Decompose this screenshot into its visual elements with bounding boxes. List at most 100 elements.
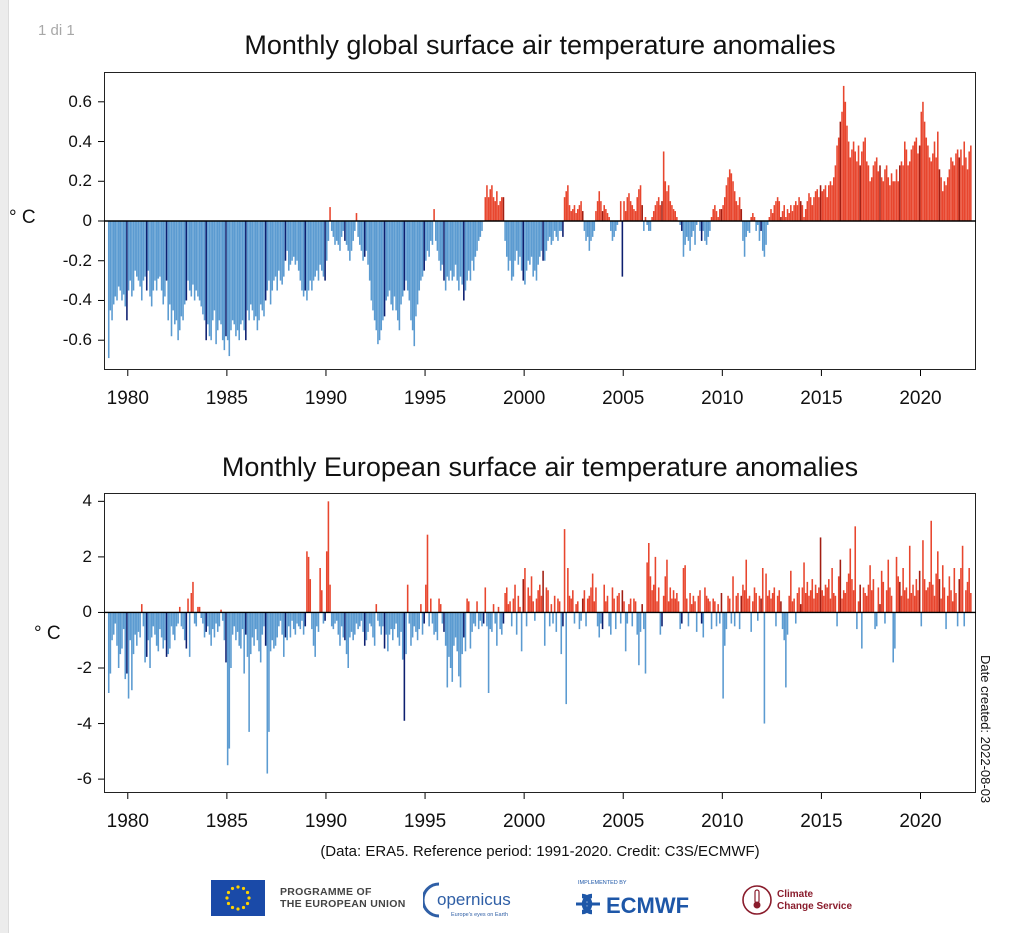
anomaly-bar-2008-09	[695, 221, 698, 225]
anomaly-bar-2010-04	[727, 177, 729, 221]
anomaly-bar-2015-08	[832, 177, 835, 221]
anomaly-bar-1994-02	[406, 584, 409, 613]
anomaly-bar-2003-01	[583, 590, 586, 613]
anomaly-bar-2001-03	[547, 590, 549, 613]
thermometer-icon	[742, 885, 772, 915]
anomaly-bar-2015-12	[839, 559, 842, 613]
anomaly-bar-2016-03	[844, 593, 847, 613]
anomaly-bar-1987-05	[273, 612, 275, 649]
anomaly-bar-2009-12	[720, 593, 723, 613]
x-tick-label: 1985	[205, 811, 248, 832]
anomaly-bar-2006-03	[646, 562, 648, 613]
anomaly-bar-2015-03	[824, 584, 827, 613]
anomaly-bar-1979-10	[122, 612, 125, 630]
anomaly-bar-1986-07	[256, 221, 259, 331]
anomaly-bar-2010-10	[737, 205, 739, 221]
anomaly-bar-1985-05	[233, 612, 236, 627]
anomaly-bar-1985-10	[241, 612, 244, 630]
anomaly-bar-2004-02	[605, 601, 607, 613]
anomaly-bar-2006-05	[649, 221, 652, 231]
anomaly-bar-1996-04	[449, 612, 452, 668]
anomaly-bar-1979-03	[111, 221, 113, 321]
anomaly-bar-2008-09	[695, 612, 698, 632]
anomaly-bar-1988-12	[304, 612, 307, 627]
anomaly-bar-2000-02	[525, 221, 528, 271]
anomaly-bar-2007-02	[664, 181, 667, 221]
anomaly-bar-2003-03	[586, 598, 589, 613]
anomaly-bar-1983-06	[195, 612, 198, 627]
anomaly-bar-1980-10	[142, 221, 145, 281]
anomaly-bar-2008-05	[689, 593, 691, 613]
anomaly-bar-1991-01	[345, 221, 348, 245]
anomaly-bar-2017-12	[879, 165, 881, 221]
anomaly-bar-1982-03	[170, 221, 173, 337]
anomaly-bar-1998-03	[487, 612, 490, 693]
anomaly-bar-1979-05	[114, 221, 117, 297]
anomaly-bar-1985-09	[240, 221, 242, 325]
anomaly-bar-2016-09	[854, 151, 857, 221]
anomaly-bar-1996-02	[446, 221, 449, 277]
anomaly-bar-1990-07	[335, 221, 338, 241]
anomaly-bar-1991-09	[358, 221, 361, 245]
anomaly-bar-2018-06	[889, 587, 891, 613]
anomaly-bar-1996-12	[463, 221, 465, 301]
anomaly-bar-1990-10	[340, 612, 343, 627]
anomaly-bar-2015-07	[831, 185, 833, 221]
anomaly-bar-1998-10	[499, 201, 501, 221]
anomaly-bar-1980-08	[139, 612, 141, 638]
anomaly-bar-2012-03	[765, 573, 767, 613]
anomaly-bar-2010-09	[735, 201, 738, 221]
anomaly-bar-2002-05	[570, 598, 572, 613]
eu-star	[245, 890, 250, 895]
anomaly-bar-2007-04	[667, 185, 670, 221]
anomaly-bar-2014-07	[811, 579, 814, 613]
anomaly-bar-2007-07	[672, 209, 675, 221]
anomaly-bar-2011-05	[748, 221, 751, 233]
anomaly-bar-1995-12	[443, 221, 445, 281]
anomaly-bar-2002-07	[573, 205, 576, 221]
anomaly-bar-1984-01	[207, 612, 209, 627]
anomaly-bar-1996-07	[454, 612, 457, 638]
anomaly-bar-2000-07	[534, 221, 536, 271]
anomaly-bar-2014-11	[818, 197, 820, 221]
anomaly-bar-2021-10	[955, 593, 957, 613]
anomaly-bar-2022-05	[966, 581, 969, 613]
anomaly-bar-1989-04	[311, 221, 313, 291]
anomaly-bar-1992-07	[375, 221, 378, 331]
anomaly-bar-1987-07	[276, 221, 278, 291]
anomaly-bar-2006-08	[654, 205, 657, 221]
anomaly-bar-2010-07	[732, 576, 734, 613]
anomaly-bar-2012-01	[761, 221, 764, 251]
anomaly-bar-1984-01	[207, 221, 209, 325]
anomaly-bar-2007-05	[669, 201, 672, 221]
eu-programme-line2: THE EUROPEAN UNION	[280, 898, 406, 910]
anomaly-bar-2013-07	[791, 601, 794, 613]
anomaly-bar-1979-11	[124, 221, 127, 307]
ecmwf-implemented-by: IMPLEMENTED BY	[578, 880, 627, 886]
anomaly-bar-1980-12	[145, 612, 148, 657]
anomaly-bar-2019-07	[910, 593, 913, 613]
anomaly-bar-2022-02	[961, 545, 964, 613]
anomaly-bar-1993-09	[398, 221, 401, 331]
eu-star	[230, 886, 235, 891]
anomaly-bar-1991-07	[355, 612, 358, 624]
anomaly-bar-2013-12	[799, 604, 802, 613]
anomaly-bar-1997-03	[467, 221, 470, 271]
anomaly-bar-1980-11	[144, 221, 146, 277]
anomaly-bar-2015-02	[823, 189, 825, 221]
anomaly-bar-2016-06	[849, 157, 852, 221]
anomaly-bar-2015-10	[836, 612, 838, 627]
anomaly-bar-2008-12	[700, 221, 703, 241]
anomaly-bar-2003-02	[585, 612, 587, 627]
anomaly-bar-1999-05	[510, 221, 513, 281]
anomaly-bar-1979-08	[119, 221, 122, 291]
anomaly-bar-1983-10	[202, 221, 204, 315]
anomaly-bar-1999-12	[522, 579, 525, 613]
anomaly-bar-2012-12	[780, 217, 782, 221]
x-tick-label: 2020	[899, 811, 942, 832]
anomaly-bar-1983-11	[203, 612, 206, 638]
anomaly-bar-2013-01	[781, 211, 784, 221]
anomaly-bar-2021-01	[940, 177, 942, 221]
anomaly-bar-2009-10	[717, 217, 719, 221]
anomaly-bar-2021-05	[946, 177, 949, 221]
